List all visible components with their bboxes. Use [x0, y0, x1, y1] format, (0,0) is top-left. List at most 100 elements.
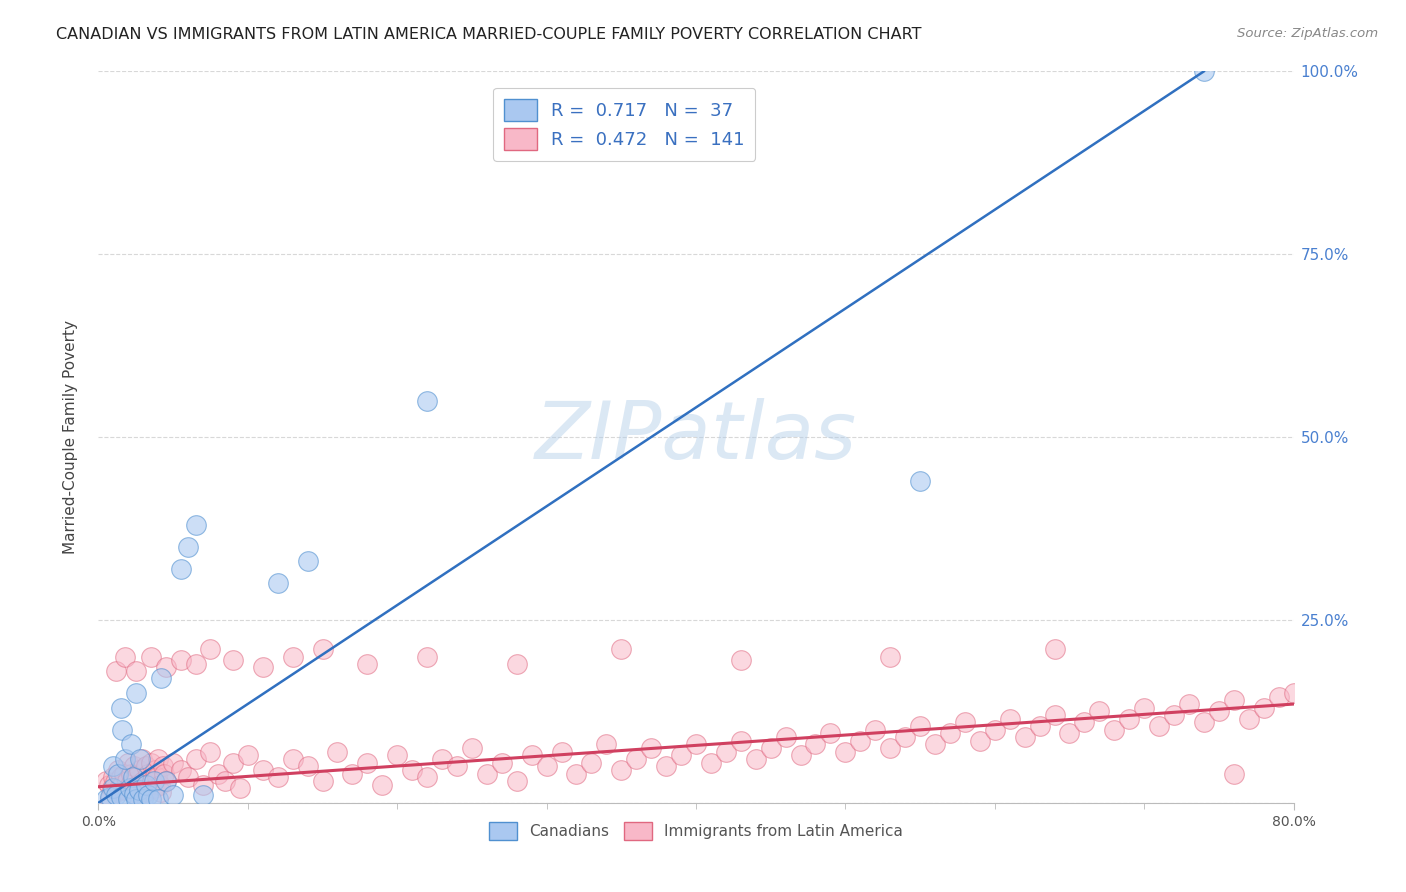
Point: [145, 770, 167, 784]
Point: [730, 653, 752, 667]
Point: [120, 737, 142, 751]
Point: [416, 770, 439, 784]
Point: [281, 649, 304, 664]
Point: [177, 540, 200, 554]
Point: [200, 745, 222, 759]
Point: [924, 737, 946, 751]
Point: [267, 770, 290, 784]
Point: [1104, 723, 1126, 737]
Point: [565, 766, 588, 780]
Point: [894, 730, 917, 744]
Text: CANADIAN VS IMMIGRANTS FROM LATIN AMERICA MARRIED-COUPLE FAMILY POVERTY CORRELAT: CANADIAN VS IMMIGRANTS FROM LATIN AMERIC…: [56, 27, 922, 42]
Point: [595, 737, 617, 751]
Point: [103, 770, 125, 784]
Point: [155, 773, 177, 788]
Point: [1253, 700, 1275, 714]
Point: [191, 789, 214, 803]
Point: [129, 781, 152, 796]
Point: [134, 785, 156, 799]
Point: [117, 792, 139, 806]
Point: [111, 778, 134, 792]
Point: [222, 653, 245, 667]
Point: [953, 715, 976, 730]
Point: [1073, 715, 1095, 730]
Legend: Canadians, Immigrants from Latin America: Canadians, Immigrants from Latin America: [484, 815, 908, 847]
Point: [135, 759, 157, 773]
Point: [110, 700, 132, 714]
Point: [385, 748, 409, 763]
Point: [111, 723, 134, 737]
Point: [1014, 730, 1036, 744]
Point: [200, 642, 222, 657]
Point: [984, 723, 1007, 737]
Point: [311, 773, 333, 788]
Point: [103, 759, 125, 773]
Point: [297, 759, 319, 773]
Point: [143, 763, 166, 777]
Point: [640, 740, 662, 755]
Point: [1282, 686, 1305, 700]
Point: [169, 562, 191, 576]
Point: [132, 792, 155, 806]
Point: [998, 712, 1021, 726]
Point: [155, 773, 177, 788]
Point: [94, 773, 117, 788]
Point: [139, 756, 162, 770]
Point: [1192, 64, 1215, 78]
Point: [685, 737, 707, 751]
Point: [114, 782, 136, 797]
Point: [110, 789, 132, 804]
Point: [475, 766, 498, 780]
Point: [820, 726, 842, 740]
Point: [104, 775, 127, 789]
Point: [125, 664, 148, 678]
Point: [107, 766, 129, 780]
Point: [775, 730, 797, 744]
Point: [136, 789, 159, 803]
Point: [311, 642, 333, 657]
Text: ZIPatlas: ZIPatlas: [534, 398, 858, 476]
Point: [114, 649, 136, 664]
Point: [789, 748, 811, 763]
Point: [107, 763, 129, 777]
Point: [908, 474, 931, 488]
Point: [1223, 766, 1246, 780]
Point: [969, 733, 991, 747]
Point: [129, 752, 152, 766]
Point: [655, 759, 678, 773]
Point: [1267, 690, 1289, 704]
Point: [1133, 700, 1156, 714]
Point: [416, 393, 439, 408]
Point: [207, 766, 229, 780]
Point: [550, 745, 572, 759]
Point: [191, 778, 214, 792]
Point: [326, 745, 349, 759]
Point: [267, 576, 290, 591]
Point: [108, 781, 131, 796]
Point: [98, 789, 122, 804]
Point: [214, 773, 236, 788]
Point: [416, 649, 439, 664]
Point: [1028, 719, 1050, 733]
Point: [865, 723, 887, 737]
Point: [1147, 719, 1170, 733]
Point: [98, 792, 122, 806]
Point: [153, 766, 176, 780]
Point: [184, 517, 207, 532]
Point: [281, 752, 304, 766]
Point: [1088, 705, 1111, 719]
Point: [105, 785, 128, 799]
Point: [1237, 712, 1260, 726]
Point: [136, 766, 159, 780]
Point: [162, 789, 184, 803]
Point: [759, 740, 782, 755]
Point: [94, 792, 117, 806]
Point: [110, 770, 132, 784]
Point: [184, 657, 207, 671]
Point: [356, 756, 378, 770]
Point: [1118, 712, 1140, 726]
Point: [879, 649, 901, 664]
Point: [125, 686, 148, 700]
Point: [117, 756, 139, 770]
Point: [745, 752, 768, 766]
